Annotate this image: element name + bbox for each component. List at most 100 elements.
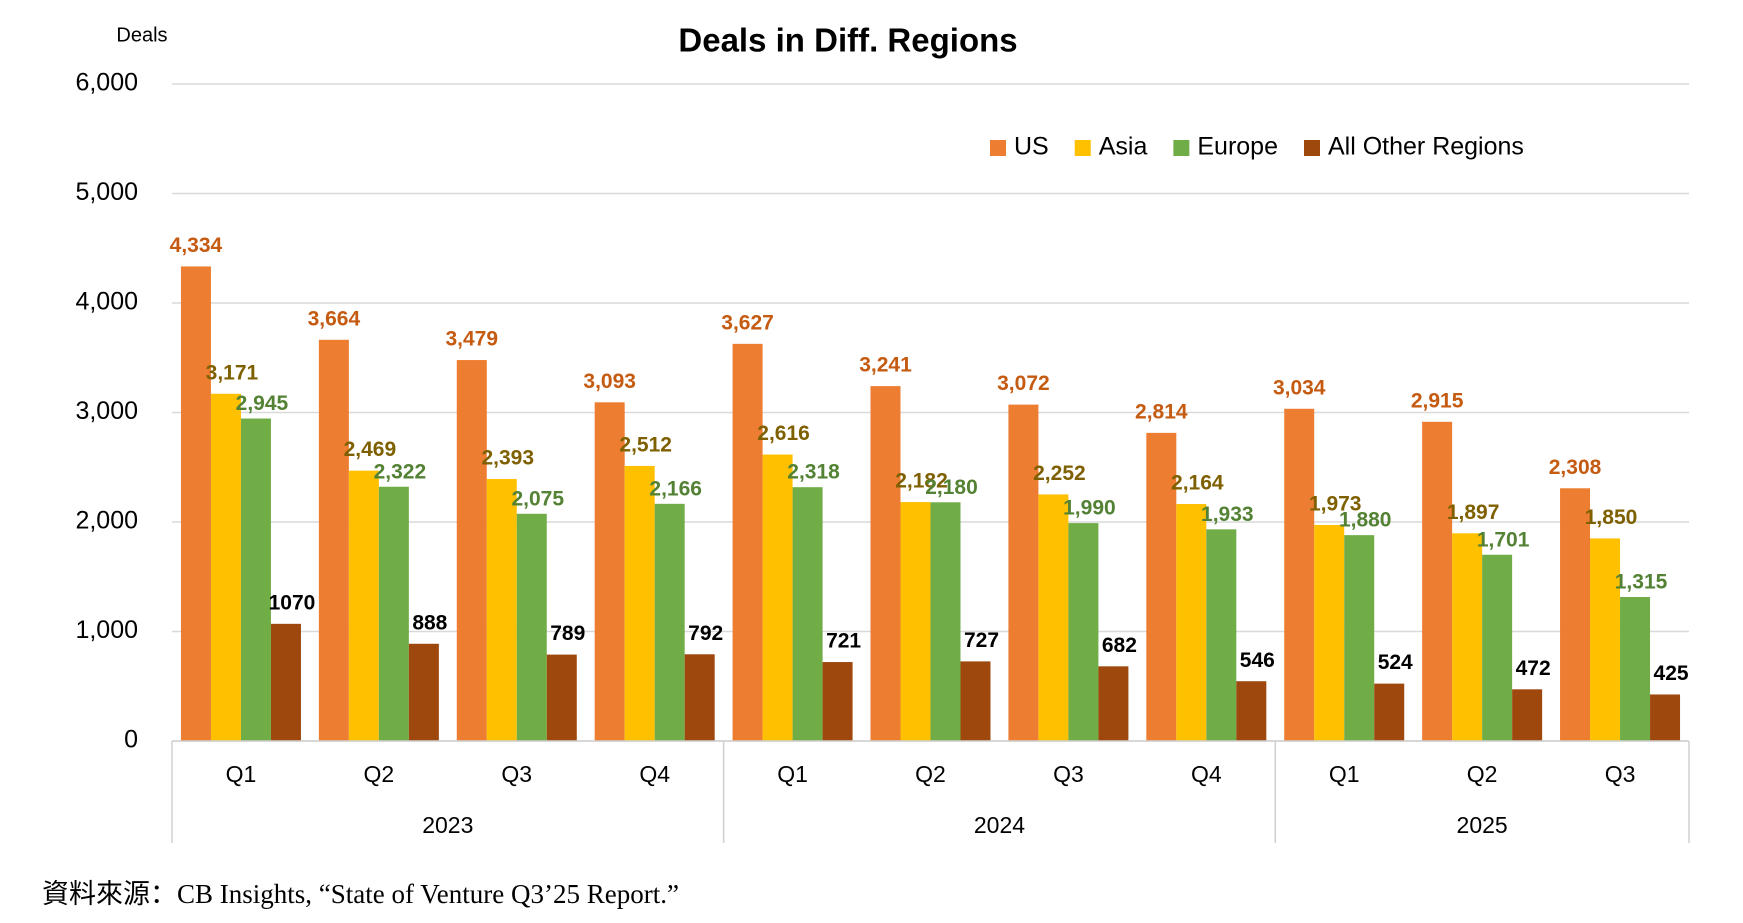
value-label: 3,072 [997, 372, 1050, 395]
value-label: 2,469 [344, 438, 397, 461]
x-tick-label: Q3 [1053, 761, 1084, 787]
bar [1146, 432, 1177, 741]
bar [486, 478, 517, 741]
x-tick-label: Q4 [1191, 761, 1222, 787]
bar [594, 402, 625, 741]
value-label: 2,814 [1135, 400, 1188, 423]
legend-label: Europe [1197, 133, 1278, 161]
value-label: 3,664 [308, 307, 361, 330]
y-tick-label: 4,000 [75, 288, 138, 316]
bar [654, 503, 685, 741]
bar [408, 643, 439, 741]
bar [1098, 666, 1129, 741]
y-tick-label: 1,000 [75, 616, 138, 644]
legend-swatch [1074, 140, 1091, 156]
x-tick-label: Q2 [1467, 761, 1498, 787]
x-tick-label: Q4 [639, 761, 670, 787]
value-label: 3,241 [859, 354, 912, 377]
value-label: 425 [1654, 662, 1689, 685]
value-label: 4,334 [170, 234, 223, 257]
bar [270, 623, 301, 741]
bar [1620, 597, 1651, 741]
legend-swatch [1173, 140, 1190, 156]
source-note: 資料來源：CB Insights, “State of Venture Q3’2… [42, 879, 679, 909]
value-label: 2,166 [649, 477, 702, 500]
bar [456, 360, 487, 741]
x-tick-label: Q1 [777, 761, 808, 787]
y-tick-label: 0 [124, 726, 138, 754]
value-label: 1,880 [1339, 509, 1392, 532]
bar [1452, 533, 1483, 741]
y-tick-label: 3,000 [75, 397, 138, 425]
bar [822, 662, 853, 741]
x-tick-label: Q3 [1605, 761, 1636, 787]
value-label: 2,322 [374, 460, 427, 483]
value-label: 2,164 [1171, 472, 1224, 495]
value-label: 2,393 [481, 447, 534, 470]
value-label: 1,973 [1309, 493, 1362, 516]
bar [1176, 504, 1207, 741]
bar [1422, 421, 1453, 741]
chart-title: Deals in Diff. Regions [678, 22, 1017, 59]
bar [792, 487, 823, 741]
y-axis-label: Deals [116, 24, 167, 46]
value-label: 3,627 [721, 311, 774, 334]
bar [762, 454, 793, 741]
value-label: 2,945 [236, 392, 289, 415]
bar [1344, 535, 1375, 741]
bar [960, 661, 991, 741]
bar [318, 339, 349, 741]
x-tick-label: Q2 [915, 761, 946, 787]
legend-swatch [990, 140, 1006, 156]
value-label: 2,180 [925, 476, 978, 499]
bar [1284, 408, 1315, 741]
bar [1590, 538, 1621, 741]
value-label: 2,318 [787, 461, 840, 484]
value-label: 2,182 [895, 470, 948, 493]
value-label: 888 [412, 611, 447, 634]
value-label: 524 [1378, 651, 1413, 674]
value-label: 3,093 [583, 370, 636, 393]
value-label: 2,616 [757, 422, 810, 445]
value-label: 727 [964, 629, 999, 652]
value-label: 2,308 [1549, 456, 1602, 479]
bar [1038, 494, 1069, 741]
value-label: 2,252 [1033, 462, 1086, 485]
bar [1374, 683, 1405, 741]
bar [1236, 681, 1267, 741]
value-label: 3,479 [445, 328, 498, 351]
value-label: 1,850 [1585, 506, 1638, 529]
bar [180, 266, 211, 741]
bar [1068, 523, 1099, 741]
bar [1008, 404, 1039, 741]
value-label: 682 [1102, 634, 1137, 657]
y-tick-label: 5,000 [75, 178, 138, 206]
bar [1650, 694, 1681, 741]
bar [1560, 488, 1591, 741]
group-label: 2024 [974, 812, 1025, 838]
x-tick-label: Q1 [226, 761, 257, 787]
value-label: 721 [826, 630, 861, 653]
value-label: 2,512 [619, 433, 672, 456]
bar [930, 502, 961, 741]
x-tick-label: Q3 [501, 761, 532, 787]
value-label: 1,933 [1201, 503, 1254, 526]
bar [1314, 524, 1345, 741]
legend-label: Asia [1099, 133, 1148, 161]
y-tick-label: 2,000 [75, 507, 138, 535]
value-label: 546 [1240, 649, 1275, 672]
group-label: 2025 [1457, 812, 1508, 838]
bar [1512, 689, 1543, 741]
legend-label: All Other Regions [1328, 133, 1524, 161]
value-label: 1,315 [1615, 571, 1668, 594]
value-label: 792 [688, 622, 723, 645]
legend-swatch [1304, 140, 1320, 156]
bar [684, 654, 715, 741]
bar [546, 654, 577, 741]
value-label: 3,171 [206, 361, 259, 384]
y-tick-label: 6,000 [75, 69, 138, 97]
bar [240, 418, 271, 741]
group-label: 2023 [422, 812, 473, 838]
bar [378, 486, 409, 741]
